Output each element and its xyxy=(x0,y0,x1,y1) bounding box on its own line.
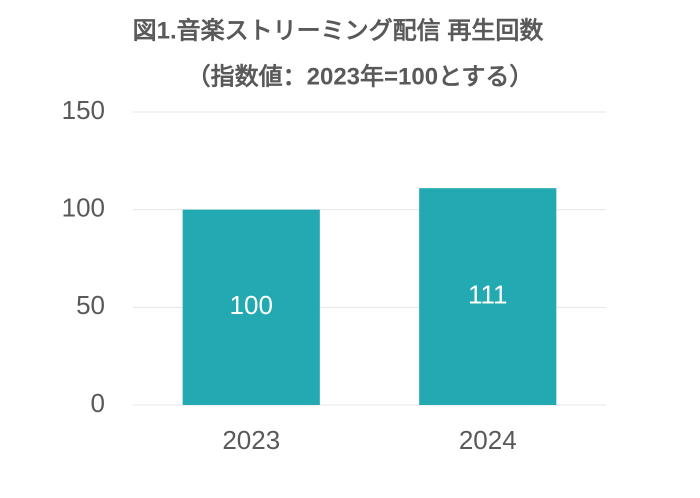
y-tick-label: 100 xyxy=(62,193,105,223)
data-label: 111 xyxy=(468,279,508,309)
x-tick-label: 2023 xyxy=(222,425,280,455)
data-label: 100 xyxy=(230,290,273,320)
y-tick-label: 50 xyxy=(76,290,105,320)
chart-subtitle: （指数値：2023年=100とする） xyxy=(187,62,534,90)
bar xyxy=(182,209,320,405)
bar xyxy=(419,188,557,405)
y-tick-label: 150 xyxy=(62,95,105,125)
x-tick-label: 2024 xyxy=(459,425,517,455)
y-tick-label: 0 xyxy=(91,388,105,418)
chart-title: 図1.音楽ストリーミング配信 再生回数 xyxy=(133,16,545,44)
